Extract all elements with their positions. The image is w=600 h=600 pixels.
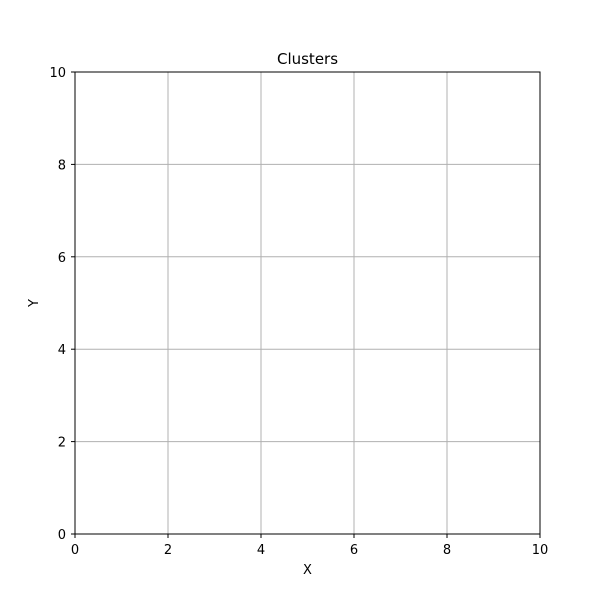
plot-frame xyxy=(74,71,541,535)
grid-layer xyxy=(74,71,541,535)
x-tick-label: 8 xyxy=(443,543,451,558)
y-tick-label: 10 xyxy=(49,66,66,81)
y-tick-label: 0 xyxy=(58,528,66,543)
y-tick-label: 6 xyxy=(58,251,66,266)
x-tick-label: 4 xyxy=(257,543,265,558)
y-axis-label: Y xyxy=(27,299,42,308)
x-tick-label: 10 xyxy=(532,543,549,558)
y-tick-label: 8 xyxy=(58,158,66,173)
tick-layer: 0 2 4 6 8 10 0 2 4 6 8 10 xyxy=(49,66,548,558)
y-tick-label: 4 xyxy=(58,343,66,358)
x-tick-label: 2 xyxy=(164,543,172,558)
y-tick-label: 2 xyxy=(58,436,66,451)
chart-title: Clusters xyxy=(277,50,338,68)
x-tick-label: 6 xyxy=(350,543,358,558)
x-tick-label: 0 xyxy=(71,543,79,558)
x-axis-label: X xyxy=(303,563,312,578)
